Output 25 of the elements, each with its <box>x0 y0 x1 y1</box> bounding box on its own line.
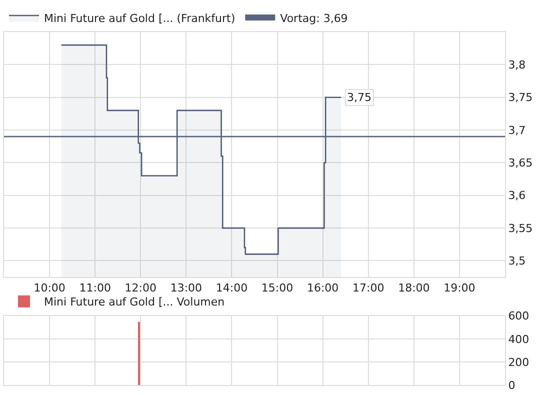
x-tick-label: 12:00 <box>124 281 156 294</box>
annotation: 3,75 <box>347 91 372 104</box>
x-tick-label: 14:00 <box>216 281 248 294</box>
x-tick-label: 16:00 <box>306 281 339 294</box>
y-tick-label: 3,7 <box>508 124 526 137</box>
legend-label: Vortag: 3,69 <box>280 12 348 25</box>
y-tick-label: 600 <box>508 310 530 323</box>
legend-label: Mini Future auf Gold [... (Frankfurt) <box>44 12 236 25</box>
x-tick-label: 15:00 <box>261 281 294 294</box>
y-tick-label: 3,65 <box>508 156 533 170</box>
y-tick-label: 3,55 <box>508 222 533 235</box>
legend-label: Mini Future auf Gold [... Volumen <box>44 296 225 309</box>
y-tick-label: 3,8 <box>508 58 526 72</box>
y-tick-label: 3,75 <box>508 91 533 104</box>
x-tick-label: 19:00 <box>444 281 476 294</box>
x-tick-label: 18:00 <box>398 281 430 294</box>
x-tick-label: 13:00 <box>170 281 202 294</box>
x-tick-label: 17:00 <box>352 281 384 294</box>
y-tick-label: 0 <box>508 378 516 392</box>
x-tick-label: 10:00 <box>34 281 66 294</box>
y-tick-label: 3,5 <box>508 254 526 268</box>
y-tick-label: 200 <box>508 356 530 369</box>
x-tick-label: 11:00 <box>79 281 111 294</box>
y-tick-label: 3,6 <box>508 189 526 202</box>
y-tick-label: 400 <box>508 332 530 346</box>
